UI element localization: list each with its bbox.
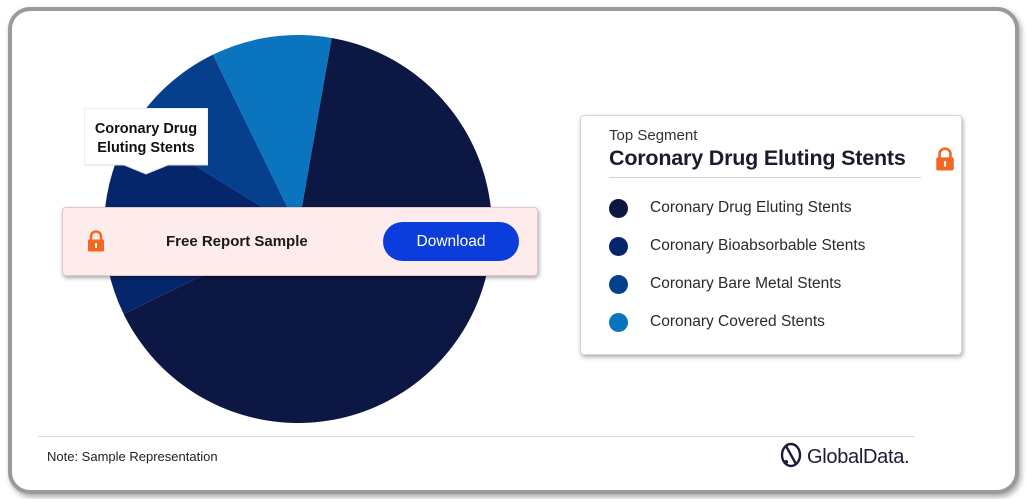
footer-divider <box>38 436 915 437</box>
footer-note: Note: Sample Representation <box>47 449 218 464</box>
download-button[interactable]: Download <box>383 222 519 261</box>
panel-title: Coronary Drug Eluting Stents <box>609 146 906 170</box>
top-segment-panel: Top Segment Coronary Drug Eluting Stents… <box>580 115 962 355</box>
legend-item: Coronary Bare Metal Stents <box>609 273 841 295</box>
lock-icon <box>87 230 105 257</box>
legend-dot <box>609 198 628 218</box>
legend-label: Coronary Bare Metal Stents <box>650 275 842 292</box>
panel-subtitle: Top Segment <box>609 127 698 144</box>
free-sample-title: Free Report Sample <box>166 233 308 250</box>
legend-label: Coronary Covered Stents <box>650 313 825 330</box>
legend-label: Coronary Bioabsorbable Stents <box>650 237 866 254</box>
pie-slice <box>132 54 298 229</box>
legend-item: Coronary Bioabsorbable Stents <box>609 235 865 257</box>
legend-label: Coronary Drug Eluting Stents <box>650 199 852 216</box>
legend-dot <box>609 312 628 332</box>
pie-callout: Coronary Drug Eluting Stents <box>84 108 208 175</box>
legend-item: Coronary Covered Stents <box>609 311 825 333</box>
legend-dot <box>609 274 628 294</box>
lock-icon <box>935 147 955 176</box>
globaldata-logo: GlobalData. <box>780 442 910 473</box>
pie-slice <box>212 34 332 229</box>
globaldata-logo-text: GlobalData. <box>807 446 910 468</box>
callout-label: Coronary Drug Eluting Stents <box>94 121 198 156</box>
panel-divider <box>609 177 921 178</box>
legend-dot <box>609 236 628 256</box>
legend-item: Coronary Drug Eluting Stents <box>609 197 852 219</box>
globaldata-logo-icon <box>780 442 802 473</box>
free-sample-bar: Free Report Sample Download <box>62 207 538 276</box>
